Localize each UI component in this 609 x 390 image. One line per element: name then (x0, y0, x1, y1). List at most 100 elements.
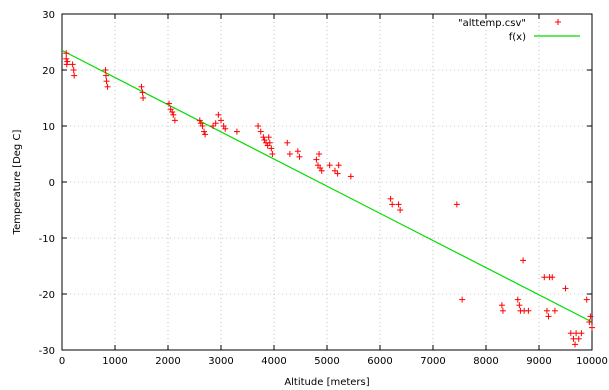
data-point (389, 201, 396, 208)
data-point (514, 296, 521, 303)
data-point (63, 50, 70, 57)
data-point (169, 109, 176, 115)
data-point (166, 100, 173, 107)
data-point (520, 257, 527, 264)
data-point (331, 167, 338, 174)
fit-line (61, 49, 593, 323)
data-point (222, 125, 229, 132)
y-tick-label: 30 (42, 10, 55, 21)
y-axis-label: Temperature [Deg C] (12, 130, 23, 236)
data-point (102, 72, 109, 79)
y-tick-label: 0 (49, 178, 55, 189)
data-point (453, 201, 460, 208)
data-point (69, 61, 76, 68)
data-point (269, 151, 276, 157)
legend-label-fx: f(x) (509, 32, 526, 43)
data-point (171, 117, 178, 124)
data-point (516, 302, 523, 309)
data-point (525, 307, 532, 314)
data-point (387, 195, 394, 202)
data-point (215, 111, 222, 118)
y-tick-labels: 30 20 10 0 -10 -20 -30 (39, 10, 55, 357)
data-point (573, 330, 580, 337)
y-tick-label: 20 (42, 66, 55, 77)
data-point (102, 67, 109, 73)
x-tick-labels: 0 1000 2000 3000 4000 5000 6000 7000 8000 9000 100… (59, 356, 608, 367)
data-point (294, 148, 301, 155)
data-point (541, 274, 548, 281)
data-point (63, 61, 70, 68)
data-point (103, 78, 110, 85)
data-point (578, 330, 585, 337)
x-tick-label: 9000 (526, 356, 551, 367)
legend-label-alttemp: "alttemp.csv" (458, 18, 526, 29)
data-point (170, 111, 177, 118)
data-point (575, 335, 582, 342)
data-point (459, 296, 466, 303)
data-point (286, 151, 293, 157)
x-tick-label: 3000 (208, 356, 233, 367)
x-tick-label: 0 (59, 356, 65, 367)
grid (62, 14, 592, 350)
x-tick-label: 8000 (473, 356, 498, 367)
data-point (266, 139, 273, 146)
axis-ticks (61, 13, 593, 351)
data-point (261, 137, 268, 143)
data-point (64, 58, 71, 65)
data-point (586, 319, 593, 325)
data-point (199, 123, 206, 129)
data-point (587, 313, 594, 320)
data-point (567, 330, 574, 337)
data-point (543, 307, 550, 314)
data-point (268, 145, 275, 152)
data-point (212, 120, 219, 127)
data-point (138, 83, 145, 90)
x-tick-label: 2000 (155, 356, 180, 367)
data-point (255, 123, 262, 129)
data-point (545, 313, 552, 320)
y-tick-label: 10 (42, 122, 55, 133)
data-point (265, 134, 272, 141)
x-tick-label: 1000 (102, 356, 127, 367)
x-tick-label: 4000 (261, 356, 286, 367)
x-tick-label: 6000 (367, 356, 392, 367)
legend-marker-plus-icon (555, 19, 561, 25)
y-tick-label: -20 (39, 290, 55, 301)
legend: "alttemp.csv" f(x) (458, 18, 580, 43)
data-point (140, 95, 147, 101)
data-point (397, 207, 404, 213)
data-point (233, 128, 240, 135)
data-point (257, 128, 264, 135)
data-point (284, 139, 291, 146)
y-tick-label: -30 (39, 346, 55, 357)
data-point (139, 89, 146, 96)
y-tick-label: -10 (39, 234, 55, 245)
data-point (210, 123, 217, 129)
data-point (296, 153, 303, 160)
data-point (313, 156, 320, 163)
data-point (316, 151, 323, 157)
data-point (104, 83, 111, 90)
data-point (395, 201, 402, 208)
data-point (334, 170, 341, 177)
data-point (549, 274, 556, 281)
data-point (326, 162, 333, 169)
data-point (196, 117, 203, 124)
x-tick-label: 10000 (576, 356, 608, 367)
data-point (318, 167, 325, 174)
data-points-series (63, 50, 595, 348)
data-point (335, 162, 342, 169)
data-point (201, 128, 208, 135)
data-point (202, 131, 209, 138)
data-point (260, 134, 267, 141)
fit-line-series (61, 49, 593, 323)
x-tick-label: 5000 (314, 356, 339, 367)
data-point (218, 117, 224, 124)
data-point (347, 173, 354, 180)
data-point (220, 123, 227, 129)
data-point (551, 307, 558, 314)
data-point (498, 302, 505, 309)
data-point (70, 67, 77, 73)
x-axis-label: Altitude [meters] (284, 377, 369, 388)
